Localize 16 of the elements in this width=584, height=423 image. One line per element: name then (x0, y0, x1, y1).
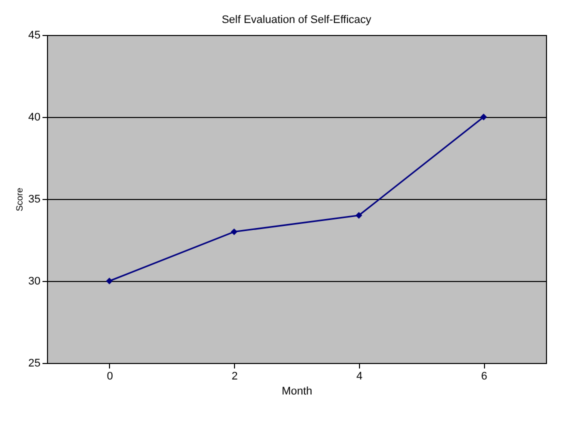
x-tick-label: 6 (481, 370, 488, 382)
y-axis-title: Score (14, 188, 24, 212)
point (356, 212, 362, 219)
x-tick-label: 4 (356, 370, 362, 382)
y-tick-label: 45 (28, 30, 40, 42)
x-tick-label: 2 (232, 370, 238, 382)
y-tick-label: 35 (28, 194, 40, 206)
chart-title: Self Evaluation of Self-Efficacy (222, 14, 372, 26)
point (480, 114, 487, 120)
point (106, 278, 113, 284)
y-tick-label: 40 (28, 112, 40, 124)
x-tick-label: 0 (106, 370, 113, 382)
y-tick-label: 30 (28, 276, 40, 288)
x-axis-title: Month (282, 386, 312, 398)
point (230, 228, 238, 236)
y-tick-label: 25 (28, 358, 40, 370)
